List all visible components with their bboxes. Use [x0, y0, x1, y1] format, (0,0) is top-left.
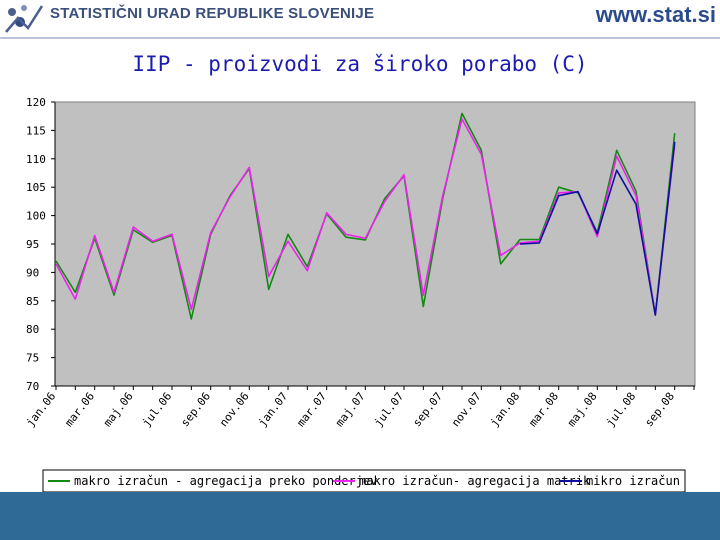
y-axis: 120 115 110 105 100 95 90 85 80 75 70	[26, 96, 56, 393]
series-line-3	[519, 141, 676, 316]
y-tick-label: 70	[26, 380, 39, 393]
y-tick-label: 105	[26, 181, 46, 194]
x-tick-label: sep.08	[642, 390, 677, 429]
y-tick-label: 120	[26, 96, 46, 109]
y-tick-label: 80	[26, 323, 39, 336]
header-bar: STATISTIČNI URAD REPUBLIKE SLOVENIJE www…	[0, 0, 720, 40]
x-tick-label: mar.06	[62, 390, 97, 429]
x-tick-label: jul.07	[372, 390, 407, 429]
x-tick-label: maj.08	[565, 390, 600, 429]
x-axis: jan.06 mar.06 maj.06 jul.06 sep.06 nov.06 jan.…	[24, 385, 695, 429]
plot-area	[54, 101, 696, 387]
y-tick-label: 75	[26, 352, 39, 365]
x-tick-label: maj.07	[333, 390, 368, 429]
header-divider	[0, 37, 720, 39]
legend: makro izračun - agregacija preko ponderj…	[42, 469, 686, 492]
y-tick-label: 115	[26, 124, 46, 137]
line-chart: 120 115 110 105 100 95 90 85 80 75 70 jan.06 mar.06…	[24, 96, 696, 492]
series-line-2	[55, 118, 676, 316]
site-url-link[interactable]: www.stat.si	[595, 2, 716, 27]
series-lines	[55, 112, 676, 320]
x-tick-label: nov.07	[449, 390, 484, 429]
x-tick-label: jan.07	[256, 390, 291, 429]
x-tick-label: nov.06	[217, 390, 252, 429]
x-tick-label: maj.06	[101, 390, 136, 429]
x-tick-label: jan.06	[24, 390, 59, 429]
series-line-1	[55, 112, 676, 320]
x-tick-label: jul.06	[140, 390, 175, 429]
legend-label-1: makro izračun - agregacija preko ponderj…	[74, 474, 377, 488]
x-tick-label: sep.06	[178, 390, 213, 429]
x-tick-label: mar.07	[294, 390, 329, 429]
surs-logo-icon	[5, 5, 44, 33]
chart-title: IIP - proizvodi za široko porabo (C)	[132, 52, 588, 76]
y-tick-label: 85	[26, 295, 39, 308]
y-tick-label: 100	[26, 210, 46, 223]
y-tick-label: 90	[26, 266, 39, 279]
legend-label-2: makro izračun- agregacija matrik	[359, 474, 591, 488]
y-tick-label: 95	[26, 238, 39, 251]
x-tick-label: sep.07	[410, 390, 445, 429]
org-name: STATISTIČNI URAD REPUBLIKE SLOVENIJE	[50, 5, 375, 22]
footer-bar	[0, 492, 720, 540]
x-tick-label: jan.08	[488, 390, 523, 429]
x-tick-label: jul.08	[604, 390, 639, 429]
y-tick-label: 110	[26, 153, 46, 166]
x-tick-label: mar.08	[526, 390, 561, 429]
legend-box	[42, 469, 686, 492]
legend-label-3: mikro izračun	[586, 474, 680, 488]
